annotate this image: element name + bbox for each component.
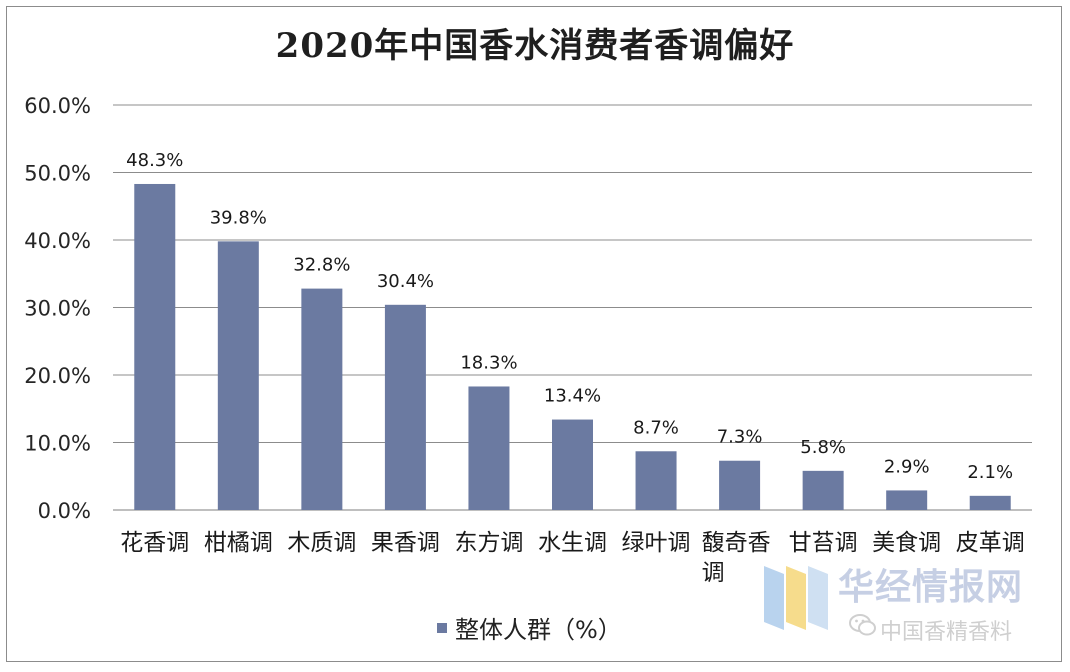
bar [635,451,677,510]
watermark-account: 中国香精香料 [880,620,1013,645]
y-tick-label: 20.0% [24,364,91,388]
bar [802,470,844,510]
x-tick-label: 调 [702,560,725,586]
chart-frame [6,6,1062,662]
data-label: 8.7% [633,417,679,438]
x-tick-label: 花香调 [120,530,189,556]
y-tick-label: 0.0% [38,499,91,523]
watermark-site: 华经情报网 [838,567,1024,608]
x-tick-label: 柑橘调 [204,530,273,556]
bar [217,241,259,510]
y-tick-label: 10.0% [24,432,91,456]
x-tick-label: 东方调 [454,530,523,556]
bar [886,490,928,510]
x-tick-label: 木质调 [287,530,356,556]
bar [384,304,426,510]
chart-title: 2020年中国香水消费者香调偏好 [275,26,795,66]
x-tick-label: 甘苔调 [789,530,858,556]
x-tick-label: 绿叶调 [622,530,691,556]
bar [301,288,343,510]
legend-swatch [437,622,447,633]
y-tick-label: 40.0% [24,229,91,253]
data-label: 39.8% [210,207,267,228]
bar [552,419,593,510]
bar [969,495,1011,510]
x-tick-label: 美食调 [872,530,941,556]
x-tick-label: 水生调 [538,530,607,556]
y-tick-label: 60.0% [24,94,91,118]
legend-label: 整体人群（%） [455,616,622,644]
y-tick-label: 30.0% [24,297,91,321]
y-tick-label: 50.0% [24,162,91,186]
x-tick-label: 果香调 [371,530,440,556]
legend: 整体人群（%） [437,610,622,645]
data-label: 13.4% [544,386,601,407]
data-label: 30.4% [377,271,434,292]
wechat-icon [849,614,876,636]
bar [134,183,176,510]
data-label: 18.3% [460,352,517,373]
data-label: 7.3% [717,427,763,448]
data-label: 2.9% [884,456,930,477]
data-label: 48.3% [126,150,183,171]
bar [468,386,510,510]
watermark-logo-icon [764,566,828,630]
data-label: 2.1% [967,462,1013,483]
data-label: 5.8% [800,437,846,458]
x-tick-label: 皮革调 [956,530,1025,556]
data-label: 32.8% [293,255,350,276]
x-tick-label: 馥奇香 [702,530,771,556]
bar [719,460,761,510]
